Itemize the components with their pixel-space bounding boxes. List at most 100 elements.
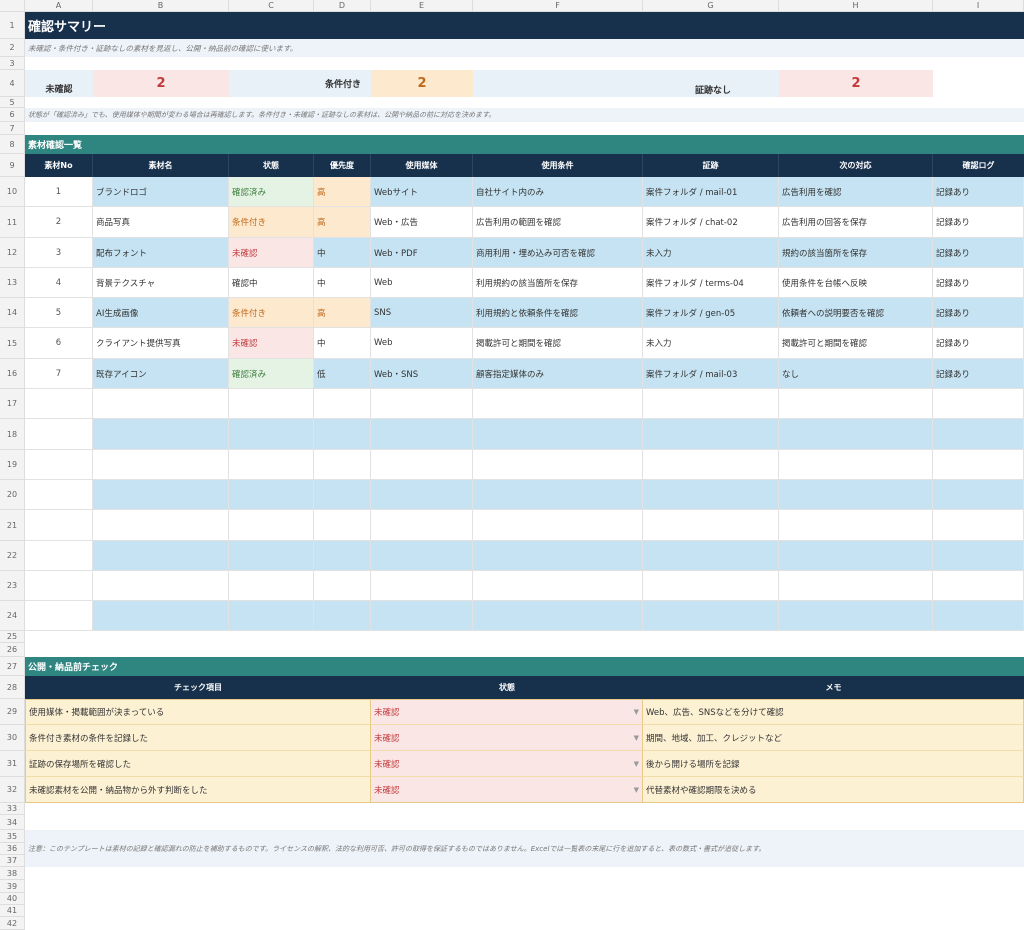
row-5-evidence[interactable]: 案件フォルダ / gen-05 [643, 298, 779, 328]
col-header-5[interactable]: 使用媒体 [371, 154, 473, 177]
table-cell[interactable] [933, 541, 1024, 571]
row-2-status[interactable]: 条件付き [229, 207, 314, 238]
row-5-status[interactable]: 条件付き [229, 298, 314, 328]
row-header-20[interactable]: 20 [0, 480, 25, 510]
table-cell[interactable] [371, 571, 473, 601]
table-cell[interactable] [933, 450, 1024, 480]
table-cell[interactable] [371, 480, 473, 510]
row-header-19[interactable]: 19 [0, 450, 25, 480]
table-cell[interactable] [933, 389, 1024, 419]
table-cell[interactable] [473, 389, 643, 419]
row-header-26[interactable]: 26 [0, 643, 25, 657]
table-cell[interactable] [314, 571, 371, 601]
row-7-status[interactable]: 確認済み [229, 359, 314, 389]
table-cell[interactable] [93, 571, 229, 601]
check-memo[interactable]: 期間、地域、加工、クレジットなど [643, 725, 1024, 751]
table-cell[interactable] [93, 541, 229, 571]
row-header-23[interactable]: 23 [0, 571, 25, 601]
table-cell[interactable] [779, 510, 933, 541]
table-cell[interactable] [473, 571, 643, 601]
table-cell[interactable] [933, 419, 1024, 450]
check-item[interactable]: 条件付き素材の条件を記録した [25, 725, 371, 751]
row-4-media[interactable]: Web [371, 268, 473, 298]
row-7-no[interactable]: 7 [25, 359, 93, 389]
check-status-dropdown[interactable]: 未確認 ▼ [371, 777, 643, 803]
table-cell[interactable] [229, 389, 314, 419]
row-7-condition[interactable]: 顧客指定媒体のみ [473, 359, 643, 389]
table-cell[interactable] [933, 601, 1024, 631]
table-cell[interactable] [779, 419, 933, 450]
table-cell[interactable] [933, 571, 1024, 601]
check-item[interactable]: 使用媒体・掲載範囲が決まっている [25, 699, 371, 725]
row-1-media[interactable]: Webサイト [371, 177, 473, 207]
row-5-media[interactable]: SNS [371, 298, 473, 328]
row-6-log[interactable]: 記録あり [933, 328, 1024, 359]
table-cell[interactable] [93, 419, 229, 450]
row-header-5[interactable]: 5 [0, 97, 25, 108]
row-header-39[interactable]: 39 [0, 880, 25, 893]
row-header-29[interactable]: 29 [0, 699, 25, 725]
row-1-condition[interactable]: 自社サイト内のみ [473, 177, 643, 207]
table-cell[interactable] [473, 450, 643, 480]
table-cell[interactable] [229, 450, 314, 480]
row-6-next-action[interactable]: 掲載許可と期間を確認 [779, 328, 933, 359]
row-4-evidence[interactable]: 案件フォルダ / terms-04 [643, 268, 779, 298]
row-header-4[interactable]: 4 [0, 70, 25, 97]
col-header-2[interactable]: 素材名 [93, 154, 229, 177]
row-2-name[interactable]: 商品写真 [93, 207, 229, 238]
row-header-22[interactable]: 22 [0, 541, 25, 571]
table-cell[interactable] [473, 601, 643, 631]
row-header-31[interactable]: 31 [0, 751, 25, 777]
table-cell[interactable] [229, 601, 314, 631]
row-header-12[interactable]: 12 [0, 238, 25, 268]
conditional-count[interactable]: 2 [371, 70, 473, 97]
row-header-41[interactable]: 41 [0, 905, 25, 917]
column-header-c[interactable]: C [229, 0, 314, 12]
col-header-6[interactable]: 使用条件 [473, 154, 643, 177]
table-cell[interactable] [93, 389, 229, 419]
check-item[interactable]: 未確認素材を公開・納品物から外す判断をした [25, 777, 371, 803]
summary-subtitle[interactable]: 未確認・条件付き・証跡なしの素材を見返し、公開・納品前の確認に使います。 [25, 39, 1024, 57]
check-status-dropdown[interactable]: 未確認 ▼ [371, 725, 643, 751]
row-1-log[interactable]: 記録あり [933, 177, 1024, 207]
table-cell[interactable] [314, 389, 371, 419]
check-col-header-2[interactable]: 状態 [371, 676, 643, 699]
table-cell[interactable] [643, 450, 779, 480]
table-cell[interactable] [933, 480, 1024, 510]
table-cell[interactable] [314, 450, 371, 480]
table-cell[interactable] [643, 571, 779, 601]
row-header-30[interactable]: 30 [0, 725, 25, 751]
table-cell[interactable] [93, 510, 229, 541]
table-cell[interactable] [314, 480, 371, 510]
table-cell[interactable] [25, 510, 93, 541]
column-header-a[interactable]: A [25, 0, 93, 12]
table-cell[interactable] [371, 601, 473, 631]
row-3-name[interactable]: 配布フォント [93, 238, 229, 268]
row-6-name[interactable]: クライアント提供写真 [93, 328, 229, 359]
table-cell[interactable] [371, 541, 473, 571]
table-cell[interactable] [779, 480, 933, 510]
check-col-header-1[interactable]: チェック項目 [25, 676, 371, 699]
row-6-no[interactable]: 6 [25, 328, 93, 359]
row-header-40[interactable]: 40 [0, 893, 25, 905]
row-4-name[interactable]: 背景テクスチャ [93, 268, 229, 298]
row-7-priority[interactable]: 低 [314, 359, 371, 389]
table-cell[interactable] [229, 480, 314, 510]
row-2-no[interactable]: 2 [25, 207, 93, 238]
no-evidence-label[interactable]: 証跡なし [473, 70, 779, 97]
table-cell[interactable] [779, 601, 933, 631]
row-3-priority[interactable]: 中 [314, 238, 371, 268]
row-3-next-action[interactable]: 規約の該当箇所を保存 [779, 238, 933, 268]
row-1-no[interactable]: 1 [25, 177, 93, 207]
chevron-down-icon[interactable]: ▼ [633, 708, 639, 716]
row-header-17[interactable]: 17 [0, 389, 25, 419]
row-5-no[interactable]: 5 [25, 298, 93, 328]
status-note[interactable]: 状態が「確認済み」でも、使用媒体や期間が変わる場合は再確認します。条件付き・未確… [25, 108, 1024, 122]
table-cell[interactable] [779, 450, 933, 480]
row-header-2[interactable]: 2 [0, 39, 25, 57]
table-cell[interactable] [229, 541, 314, 571]
row-2-next-action[interactable]: 広告利用の回答を保存 [779, 207, 933, 238]
row-header-1[interactable]: 1 [0, 12, 25, 39]
table-cell[interactable] [314, 510, 371, 541]
check-memo[interactable]: 代替素材や確認期限を決める [643, 777, 1024, 803]
